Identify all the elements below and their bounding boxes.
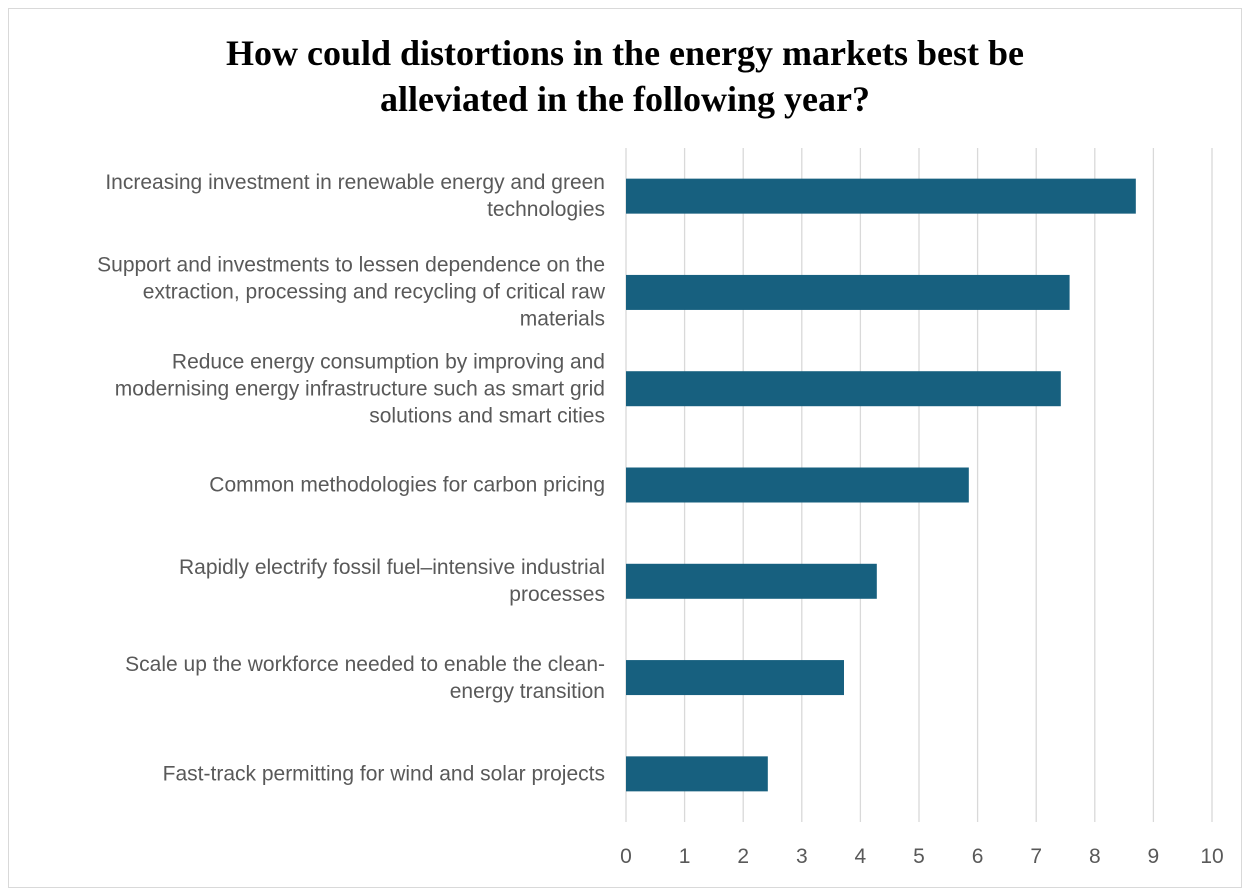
x-tick-label-4: 4 [855,845,867,868]
category-label-6-line-0: Fast-track permitting for wind and solar… [162,762,605,786]
category-label-2: Reduce energy consumption by improving a… [5,348,605,429]
x-tick-label-0: 0 [620,845,632,868]
category-label-0-line-1: technologies [487,198,605,222]
x-tick-label-9: 9 [1148,845,1160,868]
category-label-3: Common methodologies for carbon pricing [5,472,605,499]
x-tick-label-7: 7 [1030,845,1042,868]
bar-0 [626,178,1136,214]
category-label-1-line-0: Support and investments to lessen depend… [97,253,605,277]
x-tick-label-8: 8 [1089,845,1101,868]
x-tick-label-3: 3 [796,845,808,868]
category-label-1-line-1: extraction, processing and recycling of … [142,280,605,304]
category-label-3-line-0: Common methodologies for carbon pricing [209,473,605,497]
category-label-2-line-0: Reduce energy consumption by improving a… [171,350,605,374]
bar-5 [626,660,844,696]
category-label-4-line-1: processes [509,583,605,607]
category-label-6: Fast-track permitting for wind and solar… [5,760,605,787]
x-tick-label-1: 1 [679,845,691,868]
category-label-0: Increasing investment in renewable energ… [5,169,605,223]
category-label-1-line-2: materials [519,307,605,331]
category-label-0-line-0: Increasing investment in renewable energ… [105,171,605,195]
bar-3 [626,467,969,503]
chart-title: How could distortions in the energy mark… [0,30,1250,122]
bar-6 [626,756,768,792]
category-label-5-line-1: energy transition [449,679,605,703]
category-label-2-line-1: modernising energy infrastructure such a… [114,377,605,401]
category-label-2-line-2: solutions and smart cities [369,404,605,428]
chart-title-line-2: alleviated in the following year? [380,79,870,119]
category-label-4: Rapidly electrify fossil fuel–intensive … [5,554,605,608]
category-label-4-line-0: Rapidly electrify fossil fuel–intensive … [178,556,605,580]
category-label-5-line-0: Scale up the workforce needed to enable … [125,652,605,676]
bar-2 [626,371,1061,407]
category-label-5: Scale up the workforce needed to enable … [5,651,605,705]
bar-1 [626,274,1070,310]
x-tick-label-2: 2 [737,845,749,868]
x-tick-label-6: 6 [972,845,984,868]
chart-title-line-1: How could distortions in the energy mark… [226,33,1024,73]
x-tick-label-5: 5 [913,845,925,868]
category-label-1: Support and investments to lessen depend… [5,252,605,333]
x-tick-label-10: 10 [1200,845,1223,868]
bar-4 [626,563,877,599]
